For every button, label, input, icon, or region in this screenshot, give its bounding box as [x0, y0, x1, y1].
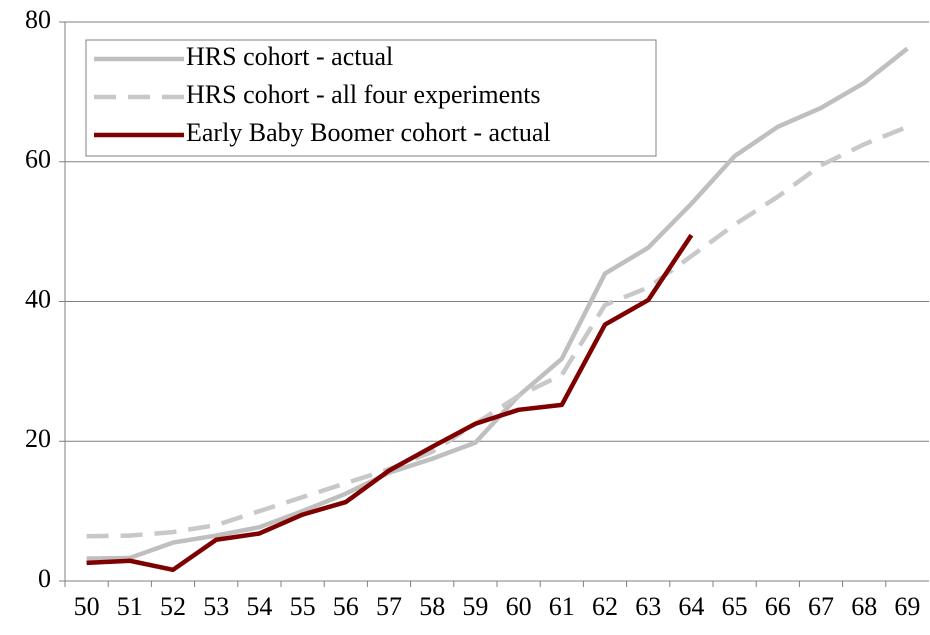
x-tick-label: 67	[808, 592, 834, 621]
x-tick-label: 62	[592, 592, 618, 621]
series-line	[86, 46, 909, 561]
x-tick-label: 66	[765, 592, 791, 621]
x-tick-label: 54	[246, 592, 272, 621]
x-tick-label: 51	[117, 592, 143, 621]
x-tick-label: 68	[851, 592, 877, 621]
x-tick-label: 55	[290, 592, 316, 621]
series-line	[86, 233, 694, 573]
y-tick-label: 40	[25, 284, 51, 313]
y-tick-label: 60	[25, 145, 51, 174]
y-tick-label: 20	[25, 424, 51, 453]
x-tick-label: 53	[203, 592, 229, 621]
x-tick-label: 59	[462, 592, 488, 621]
legend-label: HRS cohort - actual	[186, 42, 393, 71]
legend-label: HRS cohort - all four experiments	[186, 80, 541, 109]
x-tick-label: 64	[678, 592, 704, 621]
y-tick-label: 80	[25, 5, 51, 34]
x-tick-label: 65	[722, 592, 748, 621]
x-tick-label: 63	[635, 592, 661, 621]
x-tick-label: 60	[506, 592, 532, 621]
x-tick-label: 56	[333, 592, 359, 621]
x-tick-label: 58	[419, 592, 445, 621]
y-tick-label: 0	[38, 564, 51, 593]
series-line	[86, 124, 909, 539]
legend-label: Early Baby Boomer cohort - actual	[186, 118, 551, 147]
x-tick-label: 50	[74, 592, 100, 621]
x-tick-label: 57	[376, 592, 402, 621]
x-tick-label: 52	[160, 592, 186, 621]
x-tick-label: 69	[894, 592, 920, 621]
x-tick-label: 61	[549, 592, 575, 621]
